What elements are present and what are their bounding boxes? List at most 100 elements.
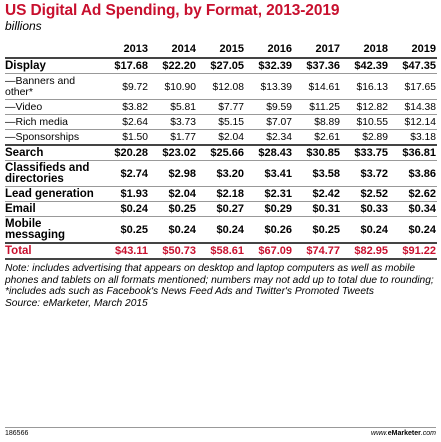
column-header-2017: 2017 [315, 43, 340, 55]
table-cell: $37.36 [293, 57, 341, 74]
table-cell: $8.89 [293, 114, 341, 130]
table-cell: $2.62 [389, 186, 437, 202]
table-cell: $7.07 [245, 114, 293, 130]
table-cell: $25.66 [197, 144, 245, 161]
row-label: —Sponsorships [5, 129, 101, 145]
row-label: Mobile messaging [5, 216, 101, 243]
table-cell: $2.34 [245, 129, 293, 145]
table-cell: $1.50 [101, 129, 149, 145]
table-row: Total $43.11 $50.73 $58.61 $67.09 $74.77 $82.9… [5, 242, 437, 260]
table-cell: $0.25 [101, 216, 149, 243]
table-cell: $9.59 [245, 99, 293, 115]
table-cell: $10.55 [341, 114, 389, 130]
table-cell: $0.29 [245, 201, 293, 217]
table-cell: $22.20 [149, 57, 197, 74]
table-row: Email $0.24 $0.25 $0.27 $0.29 $0.31 $0.33 $0.34 [5, 201, 437, 217]
table-cell: $32.39 [245, 57, 293, 74]
note-text: Note: includes advertising that appears … [5, 263, 434, 298]
table-cell: $0.34 [389, 201, 437, 217]
table-cell: $67.09 [245, 242, 293, 260]
table-cell: $0.24 [101, 201, 149, 217]
table-cell: $33.75 [341, 144, 389, 161]
row-label: —Rich media [5, 114, 101, 130]
table-cell: $0.24 [149, 216, 197, 243]
table-cell: $2.04 [197, 129, 245, 145]
table-cell: $3.58 [293, 160, 341, 187]
table-row: Classifieds and directories $2.74 $2.98 $3.… [5, 160, 437, 187]
table-cell: $0.31 [293, 201, 341, 217]
table-cell: $0.24 [389, 216, 437, 243]
table-cell: $74.77 [293, 242, 341, 260]
table-cell: $36.81 [389, 144, 437, 161]
table-cell: $12.08 [197, 73, 245, 100]
table-cell: $16.13 [341, 73, 389, 100]
table-row: Lead generation $1.93 $2.04 $2.18 $2.31 $2.42… [5, 186, 437, 202]
row-label: —Banners and other* [5, 73, 101, 100]
table-cell: $30.85 [293, 144, 341, 161]
table-cell: $14.61 [293, 73, 341, 100]
chart-id: 186566 [5, 430, 29, 437]
table-cell: $0.25 [293, 216, 341, 243]
table-cell: $13.39 [245, 73, 293, 100]
table-cell: $0.26 [245, 216, 293, 243]
table-cell: $3.18 [389, 129, 437, 145]
column-header-2014: 2014 [171, 43, 196, 55]
table-row: —Banners and other* $9.72 $10.90 $12.08 $13.… [5, 73, 437, 100]
row-label: Display [5, 57, 101, 74]
site-link[interactable]: www.eMarketer.com [371, 430, 436, 437]
table-cell: $42.39 [341, 57, 389, 74]
chart-subtitle: billions [5, 19, 42, 33]
table-cell: $12.14 [389, 114, 437, 130]
table-cell: $11.25 [293, 99, 341, 115]
table-cell: $1.93 [101, 186, 149, 202]
table-cell: $0.24 [341, 216, 389, 243]
table-cell: $91.22 [389, 242, 437, 260]
column-header-2015: 2015 [219, 43, 244, 55]
table-cell: $82.95 [341, 242, 389, 260]
table-row: —Sponsorships $1.50 $1.77 $2.04 $2.34 $2.61 $2… [5, 129, 437, 145]
chart-title: US Digital Ad Spending, by Format, 2013-… [5, 2, 340, 19]
table-cell: $20.28 [101, 144, 149, 161]
table-cell: $58.61 [197, 242, 245, 260]
table-cell: $28.43 [245, 144, 293, 161]
header-row: 2013 2014 2015 2016 2017 2018 2019 [5, 42, 437, 58]
table-cell: $50.73 [149, 242, 197, 260]
table-cell: $3.41 [245, 160, 293, 187]
table-cell: $3.20 [197, 160, 245, 187]
table-cell: $0.25 [149, 201, 197, 217]
notes-block: Note: includes advertising that appears … [5, 263, 435, 309]
column-header-2013: 2013 [123, 43, 148, 55]
table-cell: $23.02 [149, 144, 197, 161]
table-cell: $3.82 [101, 99, 149, 115]
table-row: —Video $3.82 $5.81 $7.77 $9.59 $11.25 $12.82 $1… [5, 99, 437, 115]
table-cell: $2.64 [101, 114, 149, 130]
table-cell: $2.52 [341, 186, 389, 202]
table-cell: $10.90 [149, 73, 197, 100]
table-cell: $43.11 [101, 242, 149, 260]
table-cell: $2.89 [341, 129, 389, 145]
table-cell: $9.72 [101, 73, 149, 100]
column-header-2016: 2016 [267, 43, 292, 55]
table-cell: $1.77 [149, 129, 197, 145]
table-cell: $5.81 [149, 99, 197, 115]
row-label: Search [5, 144, 101, 161]
table-cell: $47.35 [389, 57, 437, 74]
column-header-2018: 2018 [363, 43, 388, 55]
table-cell: $17.68 [101, 57, 149, 74]
table-cell: $2.04 [149, 186, 197, 202]
table-cell: $2.42 [293, 186, 341, 202]
table-row: Search $20.28 $23.02 $25.66 $28.43 $30.85 $33.… [5, 144, 437, 161]
table-body: Display $17.68 $22.20 $27.05 $32.39 $37.36 $42… [5, 57, 437, 260]
footer: 186566 www.eMarketer.com [5, 427, 436, 439]
table-row: Mobile messaging $0.25 $0.24 $0.24 $0.26 $0.2… [5, 216, 437, 243]
table-cell: $2.18 [197, 186, 245, 202]
table-cell: $17.65 [389, 73, 437, 100]
table-row: Display $17.68 $22.20 $27.05 $32.39 $37.36 $42… [5, 57, 437, 74]
table-cell: $0.24 [197, 216, 245, 243]
table-cell: $0.33 [341, 201, 389, 217]
row-label: Email [5, 201, 101, 217]
table-cell: $14.38 [389, 99, 437, 115]
column-header-2019: 2019 [411, 43, 436, 55]
table-cell: $2.61 [293, 129, 341, 145]
